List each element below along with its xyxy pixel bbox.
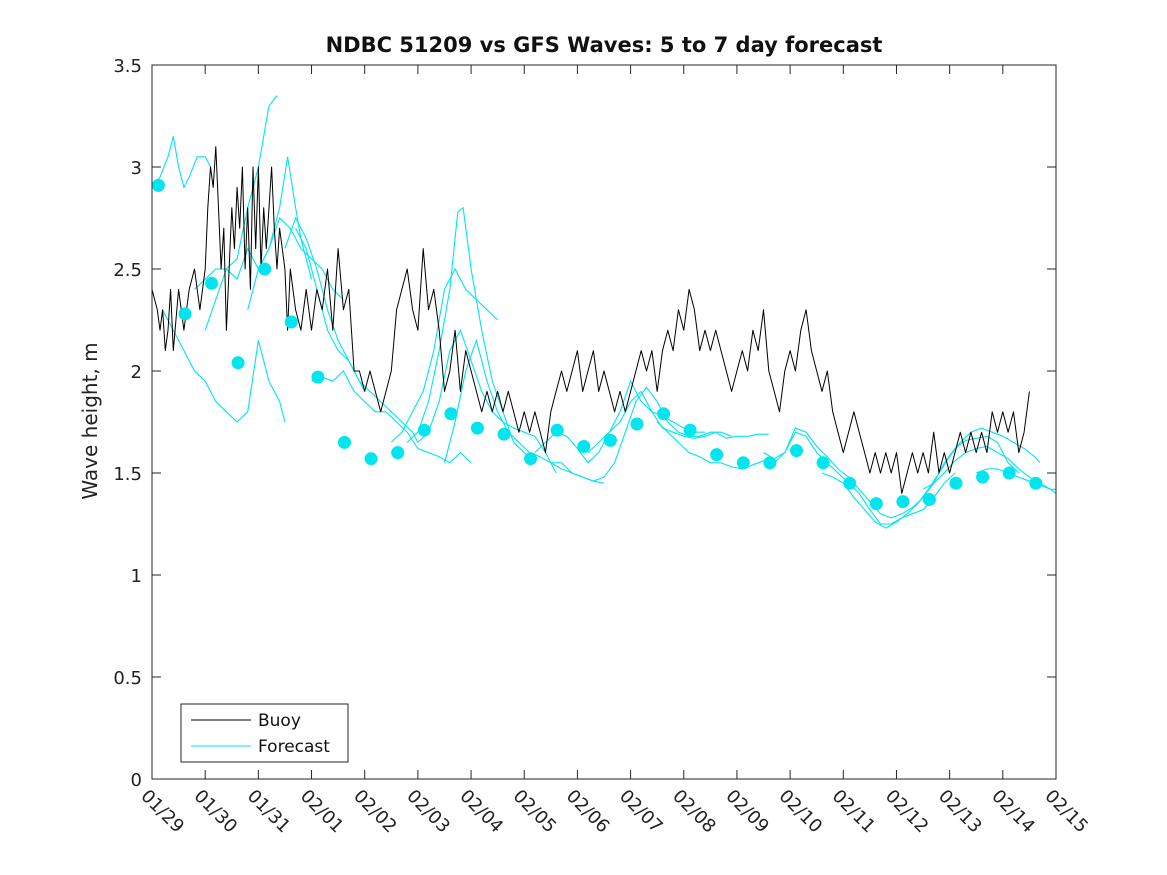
forecast-marker	[364, 452, 378, 466]
forecast-marker	[258, 262, 272, 276]
forecast-marker	[657, 407, 671, 421]
forecast-line	[247, 217, 344, 310]
forecast-line	[587, 390, 769, 453]
forecast-line	[550, 386, 732, 482]
forecast-line	[194, 95, 278, 290]
forecast-marker	[524, 452, 538, 466]
forecast-line	[311, 370, 472, 464]
forecast-line	[976, 468, 1056, 490]
forecast-marker	[790, 444, 803, 458]
series-layer	[151, 95, 1057, 529]
legend-forecast-label: Forecast	[258, 737, 330, 757]
legend-buoy-label: Buoy	[258, 711, 301, 731]
forecast-marker	[976, 470, 990, 484]
forecast-line	[821, 427, 1041, 529]
legend: Buoy Forecast	[180, 703, 349, 763]
forecast-marker	[311, 370, 325, 384]
forecast-marker	[391, 446, 405, 460]
forecast-marker	[470, 421, 484, 435]
forecast-marker	[1029, 476, 1043, 490]
forecast-marker	[577, 440, 591, 453]
forecast-line	[162, 309, 286, 423]
y-tick-label: 1.5	[113, 464, 142, 485]
forecast-marker	[231, 356, 245, 370]
forecast-line	[534, 379, 705, 464]
forecast-marker	[630, 417, 644, 431]
forecast-marker	[683, 423, 697, 437]
buoy-line	[151, 146, 1030, 494]
forecast-marker	[736, 456, 750, 470]
forecast-line	[656, 421, 956, 525]
forecast-line	[417, 328, 557, 474]
forecast-marker	[869, 497, 883, 511]
forecast-marker	[497, 427, 511, 441]
forecast-marker	[444, 407, 458, 421]
forecast-marker	[417, 423, 431, 437]
forecast-marker	[338, 435, 351, 449]
forecast-line	[151, 136, 211, 189]
chart-title: NDBC 51209 vs GFS Waves: 5 to 7 day fore…	[326, 33, 883, 57]
forecast-marker	[1002, 466, 1016, 480]
y-tick-label: 1	[131, 566, 142, 587]
legend-box	[180, 703, 349, 763]
forecast-marker	[816, 456, 830, 470]
forecast-marker	[151, 178, 165, 192]
forecast-line	[763, 427, 1020, 519]
y-tick-label: 3	[131, 158, 142, 179]
y-axis-label: Wave height, m	[78, 342, 102, 499]
forecast-line	[390, 267, 498, 443]
plot-frame	[151, 64, 1057, 780]
forecast-marker	[603, 433, 617, 447]
forecast-line	[406, 206, 536, 464]
forecast-marker	[284, 315, 298, 329]
forecast-marker	[178, 307, 192, 321]
forecast-marker	[949, 476, 963, 490]
forecast-marker	[763, 456, 777, 470]
forecast-marker	[710, 448, 724, 462]
y-tick-labels: 0 0.5 1 1.5 2 2.5 3 3.5	[113, 56, 142, 791]
forecast-marker	[205, 276, 219, 290]
forecast-marker	[843, 476, 857, 490]
forecast-marker	[550, 423, 564, 437]
forecast-marker	[896, 495, 910, 509]
plot-area	[152, 65, 1056, 779]
y-tick-label: 0.5	[113, 668, 142, 689]
y-tick-label: 3.5	[113, 56, 142, 77]
forecast-marker	[922, 493, 936, 506]
y-tick-label: 0	[131, 770, 142, 791]
y-tick-label: 2.5	[113, 260, 142, 281]
y-tick-label: 2	[131, 362, 142, 383]
